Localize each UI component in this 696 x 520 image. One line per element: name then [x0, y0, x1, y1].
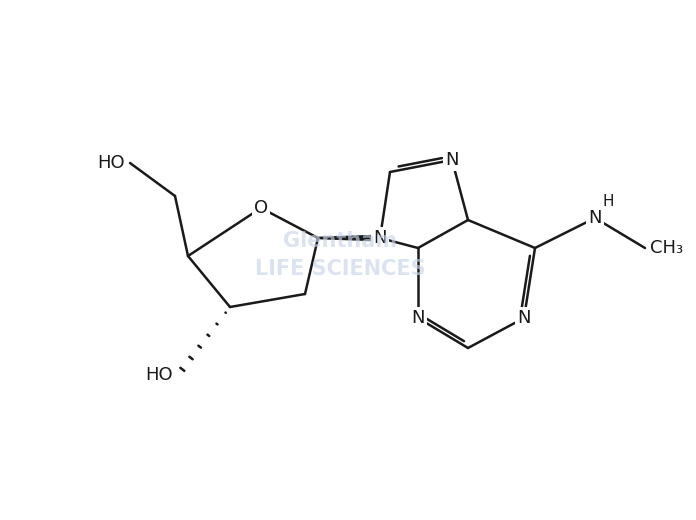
Text: CH₃: CH₃	[650, 239, 683, 257]
Text: HO: HO	[145, 366, 173, 384]
Text: N: N	[445, 151, 459, 169]
Text: H: H	[602, 194, 613, 209]
Polygon shape	[318, 235, 380, 241]
Text: N: N	[373, 229, 387, 247]
Text: HO: HO	[97, 154, 125, 172]
Text: N: N	[588, 209, 602, 227]
Text: N: N	[411, 309, 425, 327]
Text: O: O	[254, 199, 268, 217]
Text: N: N	[517, 309, 531, 327]
Text: Glentham
LIFE SCIENCES: Glentham LIFE SCIENCES	[255, 231, 425, 279]
